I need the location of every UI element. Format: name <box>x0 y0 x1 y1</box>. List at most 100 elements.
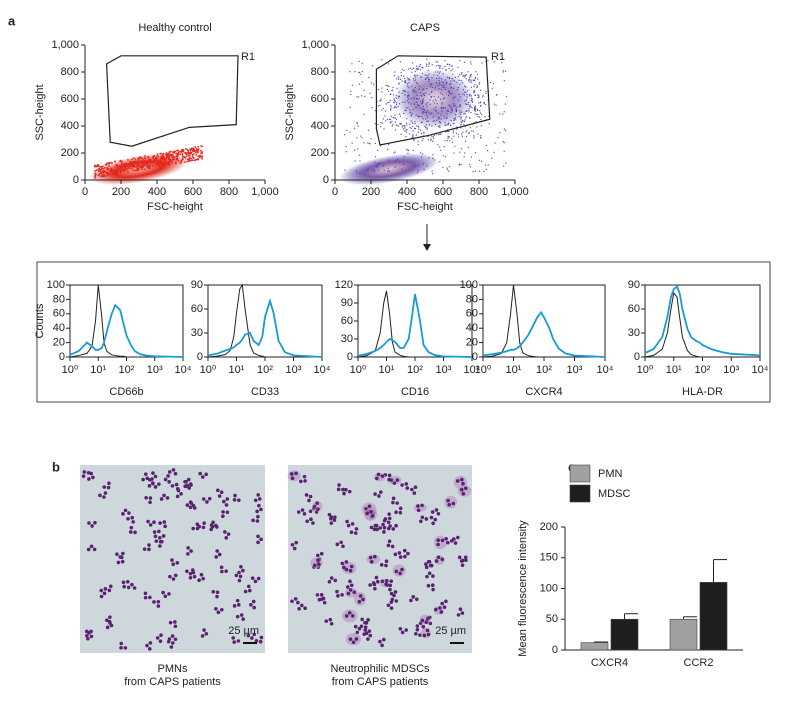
cell-lobe <box>394 523 398 528</box>
y-tick-label: 40 <box>466 322 478 334</box>
cloud-dot <box>448 94 450 97</box>
cloud-dot <box>501 61 503 64</box>
cloud-dot <box>437 74 439 77</box>
cell-lobe <box>185 503 190 507</box>
micrograph <box>287 465 472 653</box>
cloud-dot <box>454 145 456 147</box>
cloud-dot <box>133 165 136 168</box>
cell-lobe <box>223 530 227 534</box>
cloud-dot <box>179 153 181 156</box>
cloud-dot <box>476 126 478 128</box>
cloud-dot <box>492 83 495 85</box>
cell-lobe <box>436 555 441 560</box>
cloud-dot <box>454 114 457 116</box>
cloud-dot <box>446 117 448 120</box>
cloud-dot <box>479 110 481 112</box>
cloud-dot <box>349 106 351 108</box>
cell-lobe <box>93 520 97 525</box>
cell-lobe <box>381 522 385 527</box>
cloud-dot <box>108 165 110 168</box>
cloud-dot <box>443 86 445 89</box>
cell-lobe <box>173 471 178 476</box>
cloud-dot <box>406 129 408 131</box>
cloud-dot <box>465 110 467 113</box>
cloud-dot <box>407 91 409 93</box>
cloud-dot <box>102 168 105 170</box>
cloud-dot <box>499 131 501 134</box>
cell-lobe <box>382 530 386 534</box>
chart-title: CAPS <box>410 22 440 34</box>
cloud-dot <box>198 156 201 159</box>
cell-lobe <box>329 576 334 580</box>
cloud-dot <box>473 79 475 82</box>
cloud-dot <box>387 63 389 65</box>
cloud-dot <box>427 135 429 138</box>
cell-lobe <box>186 546 190 550</box>
cloud-dot <box>412 149 414 151</box>
x-tick-label: 200 <box>362 186 380 198</box>
cloud-dot <box>405 129 407 131</box>
cloud-dot <box>463 113 465 115</box>
cloud-dot <box>477 95 479 97</box>
cloud-dot <box>115 173 118 175</box>
cloud-dot <box>413 127 416 129</box>
cell-lobe <box>152 600 156 604</box>
cloud-dot <box>408 101 410 104</box>
cell-lobe <box>123 646 128 650</box>
cell-lobe <box>188 571 193 576</box>
cell-lobe <box>188 505 193 510</box>
cloud-dot <box>422 93 424 95</box>
cloud-dot <box>373 170 376 173</box>
cell-blob <box>312 501 323 512</box>
cloud-dot <box>437 96 439 98</box>
cloud-dot <box>473 90 475 92</box>
cloud-dot <box>133 164 135 167</box>
cloud-dot <box>185 153 187 155</box>
cloud-dot <box>131 158 133 161</box>
cloud-dot <box>474 107 477 109</box>
cloud-dot <box>148 158 151 160</box>
cell-lobe <box>312 563 317 568</box>
cloud-dot <box>165 161 168 164</box>
cell-lobe <box>390 597 395 602</box>
cell-lobe <box>340 561 345 566</box>
cell-lobe <box>292 546 297 551</box>
cell-lobe <box>381 637 386 642</box>
cloud-dot <box>396 159 399 161</box>
cell-lobe <box>434 559 439 563</box>
cloud-dot <box>421 139 423 141</box>
cloud-dot <box>470 86 473 88</box>
cell-lobe <box>175 561 180 565</box>
legend-label: MDSC <box>598 488 630 500</box>
cell-lobe <box>425 574 429 579</box>
cloud-dot <box>437 125 440 128</box>
cell-lobe <box>168 620 173 625</box>
cloud-dot <box>115 164 118 167</box>
y-tick-label: 200 <box>540 521 558 533</box>
cloud-dot <box>421 95 423 97</box>
cloud-dot <box>149 162 152 164</box>
cloud-dot <box>424 111 426 113</box>
cloud-dot <box>350 90 352 92</box>
cloud-dot <box>470 63 472 65</box>
cloud-dot <box>429 113 431 115</box>
cell-lobe <box>105 618 109 623</box>
cloud-dot <box>485 90 487 93</box>
cloud-dot <box>468 110 470 112</box>
cloud-dot <box>399 113 401 115</box>
cell-lobe <box>171 641 175 645</box>
cloud-dot <box>443 97 446 99</box>
cell-lobe <box>353 531 358 535</box>
cell-lobe <box>430 510 435 514</box>
x-axis-label: CD16 <box>401 386 429 398</box>
cell-lobe <box>410 487 414 492</box>
cloud-dot <box>425 114 428 116</box>
density-cloud <box>339 58 508 186</box>
cloud-dot <box>186 153 188 156</box>
cloud-dot <box>449 140 451 142</box>
cloud-dot <box>167 155 170 158</box>
cell-lobe <box>372 582 377 587</box>
cell-lobe <box>388 524 392 528</box>
cloud-dot <box>398 91 400 93</box>
cell-lobe <box>398 555 403 559</box>
